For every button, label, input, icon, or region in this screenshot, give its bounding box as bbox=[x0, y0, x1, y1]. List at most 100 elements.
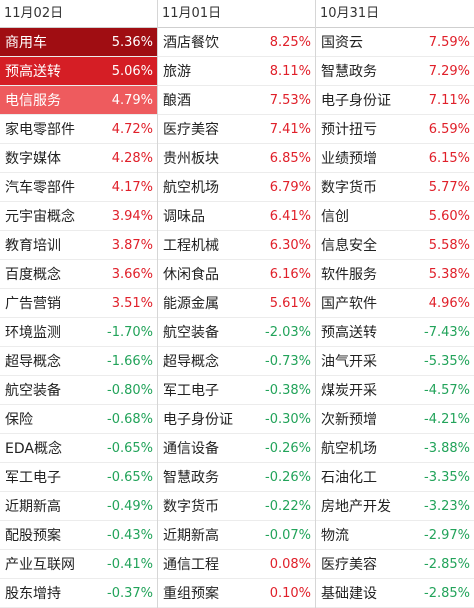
sector-row[interactable]: 酿酒 7.53% bbox=[158, 86, 315, 115]
sector-name: 航空装备 bbox=[5, 383, 61, 399]
sector-row[interactable]: 石油化工 -3.35% bbox=[316, 463, 474, 492]
sector-change-percent: -0.49% bbox=[107, 498, 153, 514]
sector-row[interactable]: 预高送转 -7.43% bbox=[316, 318, 474, 347]
sector-row[interactable]: 军工电子 -0.38% bbox=[158, 376, 315, 405]
sector-row[interactable]: 能源金属 5.61% bbox=[158, 289, 315, 318]
sector-row[interactable]: 通信工程 0.08% bbox=[158, 550, 315, 579]
sector-row[interactable]: 超导概念 -0.73% bbox=[158, 347, 315, 376]
sector-row[interactable]: 物流 -2.97% bbox=[316, 521, 474, 550]
sector-row[interactable]: 百度概念 3.66% bbox=[0, 260, 157, 289]
sector-name: 数字货币 bbox=[163, 499, 219, 515]
sector-row[interactable]: 煤炭开采 -4.57% bbox=[316, 376, 474, 405]
sector-row[interactable]: 数字货币 -0.22% bbox=[158, 492, 315, 521]
sector-row[interactable]: 家电零部件 4.72% bbox=[0, 115, 157, 144]
sector-row[interactable]: 电子身份证 -0.30% bbox=[158, 405, 315, 434]
sector-row[interactable]: 商用车 5.36% bbox=[0, 28, 157, 57]
sector-row[interactable]: 信息安全 5.58% bbox=[316, 231, 474, 260]
column-date-header: 10月31日 bbox=[316, 0, 474, 28]
sector-row[interactable]: 电信服务 4.79% bbox=[0, 86, 157, 115]
sector-row[interactable]: 环境监测 -1.70% bbox=[0, 318, 157, 347]
sector-change-percent: -0.65% bbox=[107, 440, 153, 456]
sector-name: 次新预增 bbox=[321, 412, 377, 428]
sector-row[interactable]: 智慧政务 -0.26% bbox=[158, 463, 315, 492]
sector-change-percent: -0.22% bbox=[265, 498, 311, 514]
sector-name: 智慧政务 bbox=[163, 470, 219, 486]
sector-row[interactable]: 酒店餐饮 8.25% bbox=[158, 28, 315, 57]
sector-change-percent: -2.85% bbox=[424, 585, 470, 601]
sector-row[interactable]: 国资云 7.59% bbox=[316, 28, 474, 57]
sector-name: 家电零部件 bbox=[5, 122, 75, 138]
sector-name: 近期新高 bbox=[163, 528, 219, 544]
sector-row[interactable]: EDA概念 -0.65% bbox=[0, 434, 157, 463]
sector-change-percent: 8.25% bbox=[269, 34, 311, 50]
sector-name: 预计扭亏 bbox=[321, 122, 377, 138]
sector-name: 商用车 bbox=[5, 35, 47, 51]
sector-row[interactable]: 汽车零部件 4.17% bbox=[0, 173, 157, 202]
sector-change-percent: 5.77% bbox=[428, 179, 470, 195]
sector-row[interactable]: 数字媒体 4.28% bbox=[0, 144, 157, 173]
sector-row[interactable]: 广告营销 3.51% bbox=[0, 289, 157, 318]
sector-row[interactable]: 预计扭亏 6.59% bbox=[316, 115, 474, 144]
sector-name: 航空装备 bbox=[163, 325, 219, 341]
sector-change-percent: -4.57% bbox=[424, 382, 470, 398]
sector-row[interactable]: 贵州板块 6.85% bbox=[158, 144, 315, 173]
sector-change-percent: -0.80% bbox=[107, 382, 153, 398]
sector-row[interactable]: 近期新高 -0.49% bbox=[0, 492, 157, 521]
sector-row[interactable]: 航空机场 6.79% bbox=[158, 173, 315, 202]
date-column: 11月02日 商用车 5.36% 预高送转 5.06% 电信服务 4.79% 家电零部件 4.… bbox=[0, 0, 158, 608]
sector-row[interactable]: 预高送转 5.06% bbox=[0, 57, 157, 86]
sector-row[interactable]: 近期新高 -0.07% bbox=[158, 521, 315, 550]
sector-row[interactable]: 次新预增 -4.21% bbox=[316, 405, 474, 434]
sector-name: 数字媒体 bbox=[5, 151, 61, 167]
sector-row[interactable]: 电子身份证 7.11% bbox=[316, 86, 474, 115]
sector-row[interactable]: 航空装备 -2.03% bbox=[158, 318, 315, 347]
sector-change-percent: 6.59% bbox=[428, 121, 470, 137]
sector-row[interactable]: 工程机械 6.30% bbox=[158, 231, 315, 260]
sector-row[interactable]: 休闲食品 6.16% bbox=[158, 260, 315, 289]
sector-row[interactable]: 军工电子 -0.65% bbox=[0, 463, 157, 492]
sector-row[interactable]: 医疗美容 7.41% bbox=[158, 115, 315, 144]
sector-name: 环境监测 bbox=[5, 325, 61, 341]
sector-name: 军工电子 bbox=[163, 383, 219, 399]
sector-name: 石油化工 bbox=[321, 470, 377, 486]
sector-row[interactable]: 产业互联网 -0.41% bbox=[0, 550, 157, 579]
sector-change-percent: -1.70% bbox=[107, 324, 153, 340]
sector-row[interactable]: 房地产开发 -3.23% bbox=[316, 492, 474, 521]
sector-name: 航空机场 bbox=[163, 180, 219, 196]
sector-change-percent: -0.07% bbox=[265, 527, 311, 543]
sector-row[interactable]: 股东增持 -0.37% bbox=[0, 579, 157, 608]
sector-change-percent: 4.72% bbox=[111, 121, 153, 137]
sector-change-percent: 3.87% bbox=[111, 237, 153, 253]
sector-row[interactable]: 通信设备 -0.26% bbox=[158, 434, 315, 463]
sector-name: 电子身份证 bbox=[321, 93, 391, 109]
sector-change-percent: 6.79% bbox=[269, 179, 311, 195]
sector-row[interactable]: 重组预案 0.10% bbox=[158, 579, 315, 608]
sector-row[interactable]: 航空机场 -3.88% bbox=[316, 434, 474, 463]
sector-row[interactable]: 配股预案 -0.43% bbox=[0, 521, 157, 550]
date-column: 11月01日 酒店餐饮 8.25% 旅游 8.11% 酿酒 7.53% 医疗美容 7.41% 贵… bbox=[158, 0, 316, 608]
sector-change-percent: 7.53% bbox=[269, 92, 311, 108]
sector-row[interactable]: 超导概念 -1.66% bbox=[0, 347, 157, 376]
sector-row[interactable]: 油气开采 -5.35% bbox=[316, 347, 474, 376]
sector-name: 基础建设 bbox=[321, 586, 377, 602]
sector-row[interactable]: 调味品 6.41% bbox=[158, 202, 315, 231]
sector-row[interactable]: 信创 5.60% bbox=[316, 202, 474, 231]
sector-row[interactable]: 旅游 8.11% bbox=[158, 57, 315, 86]
sector-row[interactable]: 教育培训 3.87% bbox=[0, 231, 157, 260]
sector-row[interactable]: 医疗美容 -2.85% bbox=[316, 550, 474, 579]
sector-row[interactable]: 保险 -0.68% bbox=[0, 405, 157, 434]
sector-row[interactable]: 基础建设 -2.85% bbox=[316, 579, 474, 608]
sector-change-percent: 6.15% bbox=[428, 150, 470, 166]
sector-row[interactable]: 智慧政务 7.29% bbox=[316, 57, 474, 86]
sector-row[interactable]: 数字货币 5.77% bbox=[316, 173, 474, 202]
sector-row[interactable]: 国产软件 4.96% bbox=[316, 289, 474, 318]
sector-name: 贵州板块 bbox=[163, 151, 219, 167]
sector-row[interactable]: 软件服务 5.38% bbox=[316, 260, 474, 289]
sector-row[interactable]: 业绩预增 6.15% bbox=[316, 144, 474, 173]
sector-name: 通信工程 bbox=[163, 557, 219, 573]
sector-name: 百度概念 bbox=[5, 267, 61, 283]
sector-name: 信息安全 bbox=[321, 238, 377, 254]
sector-row[interactable]: 元宇宙概念 3.94% bbox=[0, 202, 157, 231]
sector-name: 预高送转 bbox=[321, 325, 377, 341]
sector-row[interactable]: 航空装备 -0.80% bbox=[0, 376, 157, 405]
